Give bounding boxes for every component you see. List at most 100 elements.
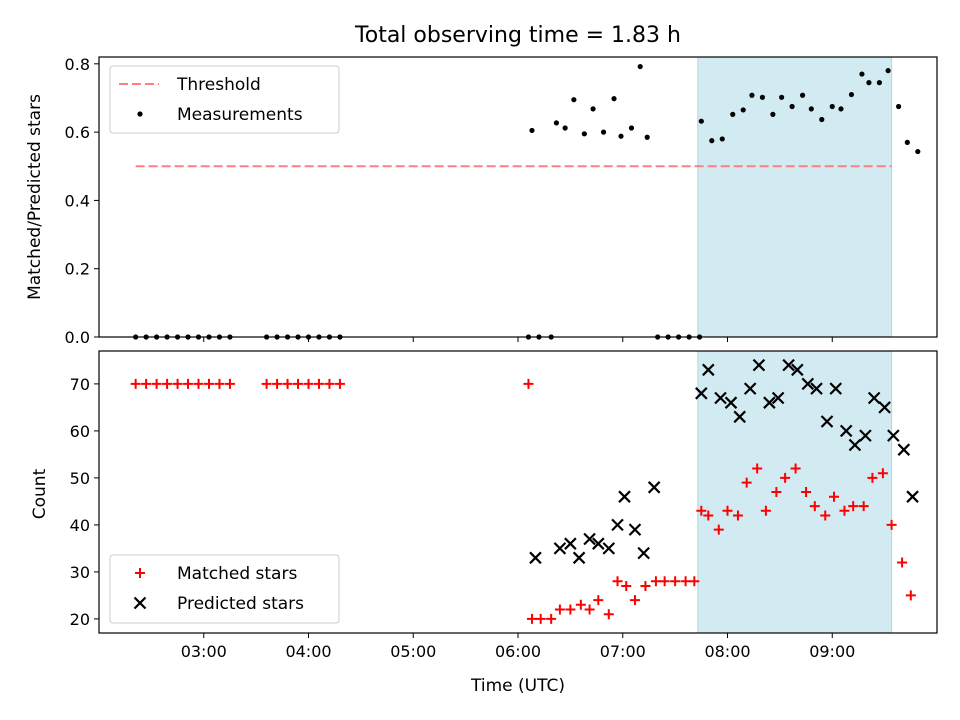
predicted-stars-point — [572, 551, 586, 565]
matched-stars-point — [809, 501, 820, 512]
measurement-point — [740, 107, 746, 113]
matched-stars-point — [261, 378, 272, 389]
predicted-stars-point — [848, 438, 862, 452]
predicted-stars-point — [583, 532, 596, 546]
measurement-point — [590, 106, 596, 112]
predicted-stars-point — [564, 537, 577, 550]
legend-matched-swatch — [135, 568, 145, 578]
predicted-stars-point — [771, 391, 785, 405]
matched-stars-point — [703, 510, 714, 521]
matched-stars-point — [659, 576, 670, 587]
legend-entry-label: Matched stars — [177, 564, 297, 584]
measurement-point — [770, 111, 776, 117]
y-tick-label: 60 — [70, 422, 90, 441]
measurement-point — [838, 106, 844, 112]
x-tick-label: 04:00 — [285, 642, 331, 661]
y-tick-label: 50 — [70, 469, 90, 488]
legend-measurement-swatch — [137, 111, 143, 117]
x-tick-label: 06:00 — [495, 642, 541, 661]
matched-stars-point — [151, 378, 162, 389]
predicted-stars-point — [791, 363, 804, 377]
y-tick-label: 0.4 — [65, 191, 90, 210]
predicted-stars-point — [695, 387, 708, 400]
predicted-stars-point — [647, 481, 661, 494]
matched-stars-point — [224, 378, 235, 389]
legend: Threshold Measurements — [109, 65, 340, 134]
measurement-point — [749, 92, 755, 98]
matched-stars-point — [732, 510, 743, 521]
matched-stars-point — [313, 378, 324, 389]
measurement-point — [611, 96, 617, 102]
matched-stars-point — [324, 378, 335, 389]
matched-stars-point — [752, 463, 763, 474]
measurement-point — [779, 94, 785, 100]
bottom-y-axis-label: Count — [30, 468, 50, 519]
measurement-point — [895, 103, 902, 110]
y-tick-label: 0.8 — [65, 55, 90, 74]
y-tick-label: 0.6 — [65, 123, 90, 142]
x-tick-label: 09:00 — [809, 642, 855, 661]
matched-stars-point — [897, 557, 908, 568]
predicted-stars-point — [602, 542, 616, 555]
matched-stars-point — [771, 487, 782, 497]
legend-box — [109, 65, 340, 134]
measurement-point — [553, 120, 560, 126]
legend-entry-label: Predicted stars — [177, 594, 304, 614]
matched-stars-point — [214, 378, 225, 389]
matched-stars-point — [780, 472, 791, 483]
matched-stars-point — [172, 378, 183, 389]
measurement-point — [789, 103, 795, 110]
matched-stars-point — [886, 519, 897, 530]
matched-stars-point — [828, 491, 839, 502]
matched-stars-point — [141, 378, 152, 389]
legend-predicted-swatch — [133, 596, 147, 610]
measurement-point — [915, 148, 921, 155]
top-y-axis-label: Matched/Predicted stars — [25, 94, 45, 300]
bottom-count-plot: 03:00 04:00 05:00 06:00 07:00 08:00 09:00 20 30 4… — [70, 350, 938, 661]
predicted-stars-point — [801, 377, 815, 391]
x-tick-label: 05:00 — [390, 642, 436, 661]
matched-stars-point — [272, 378, 283, 389]
predicted-stars-point — [897, 443, 911, 456]
predicted-stars-point — [702, 363, 715, 377]
predicted-stars-point — [714, 391, 727, 405]
predicted-stars-point — [782, 358, 795, 372]
matched-stars-point — [584, 604, 595, 615]
y-tick-label: 20 — [70, 610, 90, 629]
measurement-point — [848, 91, 855, 98]
matched-stars-point — [183, 378, 194, 389]
matched-stars-point — [575, 599, 586, 610]
matched-stars-point — [130, 378, 141, 389]
predicted-stars-point — [529, 551, 542, 565]
predicted-stars-point — [743, 382, 757, 395]
matched-stars-point — [554, 604, 565, 615]
matched-stars-point — [867, 472, 878, 483]
matched-stars-point — [877, 468, 888, 479]
predicted-stars-point — [592, 537, 605, 550]
matched-stars-point — [565, 604, 576, 615]
measurement-point — [876, 80, 882, 86]
matched-stars-point — [621, 581, 632, 591]
measurement-point — [698, 118, 704, 124]
matched-stars-point — [612, 576, 623, 587]
matched-stars-point — [603, 609, 614, 620]
legend: Matched stars Predicted stars — [109, 554, 340, 624]
measurement-point — [600, 129, 607, 135]
measurement-point — [829, 103, 835, 110]
matched-stars-point — [282, 378, 293, 389]
predicted-stars-point — [553, 542, 567, 555]
predicted-stars-point — [763, 396, 776, 409]
matched-stars-point — [696, 505, 707, 516]
predicted-stars-point — [628, 523, 642, 536]
measurement-point — [581, 131, 587, 137]
y-tick-label: 70 — [70, 375, 90, 394]
shaded-time-span — [697, 350, 893, 634]
measurement-point — [904, 139, 910, 145]
predicted-stars-point — [733, 410, 746, 424]
predicted-stars-point — [906, 490, 919, 503]
figure-title: Total observing time = 1.83 h — [354, 23, 681, 48]
matched-stars-point — [713, 524, 724, 535]
predicted-stars-point — [887, 429, 900, 442]
predicted-stars-point — [867, 391, 881, 405]
